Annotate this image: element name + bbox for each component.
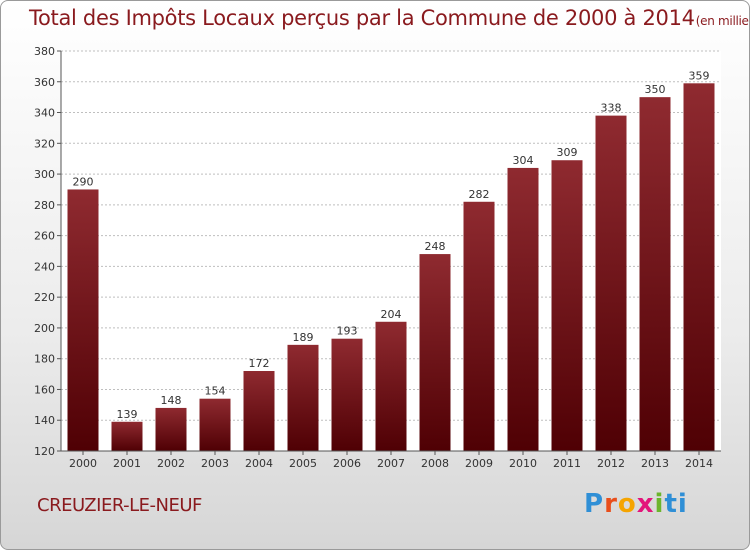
y-tick-label: 260 (34, 230, 55, 243)
bar-2003 (199, 398, 231, 451)
x-tick-label: 2013 (641, 457, 669, 470)
x-tick-label: 2002 (157, 457, 185, 470)
bar-value-label: 290 (73, 175, 94, 188)
x-tick-label: 2004 (245, 457, 273, 470)
y-tick-label: 200 (34, 322, 55, 335)
chart-title: Total des Impôts Locaux perçus par la Co… (29, 6, 749, 30)
chart-title-text: Total des Impôts Locaux perçus par la Co… (29, 6, 695, 30)
y-tick-label: 320 (34, 137, 55, 150)
x-tick-label: 2014 (685, 457, 713, 470)
bar-value-label: 204 (381, 308, 402, 321)
proxiti-logo: Proxiti (584, 489, 688, 519)
x-tick-label: 2011 (553, 457, 581, 470)
y-tick-label: 360 (34, 76, 55, 89)
bar-value-label: 282 (469, 188, 490, 201)
bar-2002 (155, 407, 187, 451)
bar-2014 (683, 83, 715, 452)
bar-value-label: 172 (249, 357, 270, 370)
bar-2004 (243, 371, 275, 451)
x-tick-label: 2009 (465, 457, 493, 470)
bar-2009 (463, 201, 495, 451)
bar-2001 (111, 421, 143, 451)
y-tick-label: 180 (34, 353, 55, 366)
bar-2008 (419, 254, 451, 451)
commune-name: CREUZIER-LE-NEUF (37, 495, 202, 516)
bar-value-label: 248 (425, 240, 446, 253)
x-tick-label: 2003 (201, 457, 229, 470)
x-tick-label: 2007 (377, 457, 405, 470)
bar-value-label: 309 (557, 146, 578, 159)
bar-2007 (375, 321, 407, 451)
grid-lines (61, 50, 721, 452)
bars: 290 139 148 154 172 189 193 204 248 282 304 309 338 3… (67, 69, 715, 452)
x-tick-label: 2001 (113, 457, 141, 470)
bar-2006 (331, 338, 363, 451)
bar-value-label: 148 (161, 394, 182, 407)
x-tick-label: 2006 (333, 457, 361, 470)
bar-value-label: 304 (513, 154, 534, 167)
bar-value-label: 139 (117, 408, 138, 421)
chart-unit: (en milliers d'€) (695, 14, 749, 28)
bar-2010 (507, 167, 539, 451)
bar-2000 (67, 189, 99, 451)
bar-2012 (595, 115, 627, 451)
x-tick-label: 2000 (69, 457, 97, 470)
y-tick-label: 340 (34, 107, 55, 120)
y-tick-label: 120 (34, 445, 55, 458)
x-tick-label: 2005 (289, 457, 317, 470)
bar-value-label: 338 (601, 102, 622, 115)
bar-2005 (287, 344, 319, 451)
bar-2013 (639, 97, 671, 452)
y-tick-label: 280 (34, 199, 55, 212)
y-tick-label: 160 (34, 383, 55, 396)
y-tick-label: 220 (34, 291, 55, 304)
bar-value-label: 193 (337, 325, 358, 338)
bar-value-label: 350 (645, 83, 666, 96)
y-tick-label: 300 (34, 168, 55, 181)
y-tick-label: 380 (34, 45, 55, 58)
axes: 120 140 160 180 200 220 240 260 280 300 320 340 360 3… (34, 45, 721, 470)
x-tick-label: 2008 (421, 457, 449, 470)
x-tick-label: 2010 (509, 457, 537, 470)
y-tick-label: 240 (34, 260, 55, 273)
x-tick-label: 2012 (597, 457, 625, 470)
y-tick-label: 140 (34, 414, 55, 427)
bar-value-label: 154 (205, 385, 226, 398)
bar-value-label: 359 (689, 69, 710, 82)
bar-2011 (551, 160, 583, 451)
bar-value-label: 189 (293, 331, 314, 344)
